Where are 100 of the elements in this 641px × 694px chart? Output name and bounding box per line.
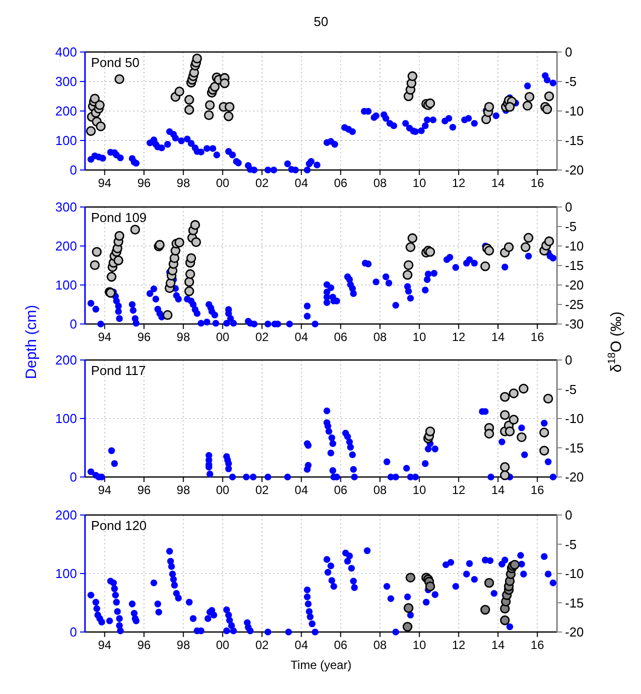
point [480, 261, 490, 272]
point [114, 230, 124, 241]
point [210, 82, 220, 92]
point [518, 384, 528, 394]
x-tick-label: 96 [137, 330, 151, 344]
point [480, 604, 490, 615]
point [508, 414, 519, 425]
x-tick-label: 04 [294, 638, 308, 652]
x-tick-label: 06 [334, 176, 348, 190]
annotation: Pond 117 [91, 363, 146, 378]
point [96, 121, 106, 132]
y2-tick-label: -15 [565, 258, 584, 273]
point [162, 310, 172, 320]
point [544, 91, 554, 102]
y-tick-label: 0 [70, 316, 77, 332]
y2-tick-label: -5 [565, 536, 577, 552]
y-tick-label: 300 [55, 200, 77, 214]
x-tick-label: 10 [412, 330, 426, 344]
x-tick-label: 98 [176, 330, 190, 344]
point [425, 581, 436, 592]
point [184, 286, 194, 296]
point [484, 246, 494, 256]
y2-tick-label: -10 [565, 566, 584, 581]
point [516, 432, 526, 442]
point [500, 462, 510, 472]
x-tick-label: 02 [255, 483, 269, 497]
x-tick-label: 94 [98, 176, 112, 190]
y2-tick-label: -20 [565, 278, 584, 292]
y2-tick-label: -15 [565, 440, 584, 456]
point [484, 428, 494, 439]
y-tick-label: 100 [55, 133, 77, 148]
y2-tick-label: 0 [565, 200, 572, 214]
point [220, 78, 230, 88]
annotation: Pond 109 [91, 210, 147, 225]
y-tick-label: 200 [55, 104, 77, 118]
x-tick-label: 04 [294, 483, 308, 497]
point [184, 94, 194, 105]
y2-tick-label: -30 [565, 316, 584, 332]
point [524, 232, 534, 243]
x-tick-label: 14 [491, 330, 505, 344]
y-tick-label: 400 [55, 44, 77, 60]
y-tick-label: 100 [55, 278, 77, 292]
y-tick-label: 200 [55, 508, 77, 522]
y-tick-label: 200 [55, 238, 77, 254]
x-tick-label: 98 [176, 638, 190, 652]
point [402, 270, 412, 280]
x-tick-label: 14 [491, 176, 505, 190]
point [224, 111, 234, 122]
point [130, 224, 140, 235]
y2-tick-label: -15 [565, 595, 584, 610]
annotation: Pond 120 [91, 518, 147, 533]
y2-tick-label: -10 [565, 238, 584, 254]
point [106, 272, 116, 282]
x-tick-label: 08 [373, 638, 387, 652]
x-tick-label: 94 [98, 483, 112, 497]
y-tick-label: 0 [70, 624, 77, 640]
y2-tick-label: -25 [565, 297, 584, 312]
point [190, 220, 200, 230]
x-tick-label: 00 [216, 638, 230, 652]
x-tick-label: 12 [452, 176, 466, 190]
point [504, 102, 515, 112]
point [544, 236, 554, 246]
x-tick-label: 04 [294, 176, 308, 190]
y-tick-label: 300 [55, 74, 77, 89]
point [408, 233, 418, 244]
point [185, 269, 196, 279]
point [425, 426, 436, 436]
y-axis-title: Depth (cm) [23, 304, 40, 380]
point [174, 238, 184, 248]
point [191, 237, 202, 247]
point [224, 102, 234, 112]
point [404, 260, 414, 270]
x-tick-label: 06 [334, 483, 348, 497]
x-tick-label: 16 [530, 638, 544, 652]
point [174, 86, 184, 96]
x-tick-label: 94 [98, 638, 112, 652]
x-tick-label: 00 [216, 176, 230, 190]
point [184, 104, 194, 115]
point [406, 572, 416, 582]
point [192, 54, 202, 64]
point [520, 242, 530, 252]
x-tick-label: 12 [452, 330, 466, 344]
point [114, 74, 124, 84]
y2-tick-label: -5 [565, 219, 577, 234]
x-tick-label: 14 [491, 638, 505, 652]
x-tick-label: 96 [137, 638, 151, 652]
y2-tick-label: -20 [565, 162, 584, 178]
point [186, 253, 196, 263]
x-tick-label: 96 [137, 176, 151, 190]
x-tick-label: 98 [176, 483, 190, 497]
x-tick-label: 08 [373, 483, 387, 497]
point [543, 394, 554, 404]
point [184, 276, 194, 287]
y2-tick-label: 0 [565, 352, 572, 368]
x-tick-label: 06 [334, 330, 348, 344]
x-tick-label: 12 [452, 638, 466, 652]
x-tick-label: 10 [412, 638, 426, 652]
y2-tick-label: -20 [565, 624, 584, 640]
point [484, 102, 494, 112]
x-tick-label: 12 [452, 483, 466, 497]
